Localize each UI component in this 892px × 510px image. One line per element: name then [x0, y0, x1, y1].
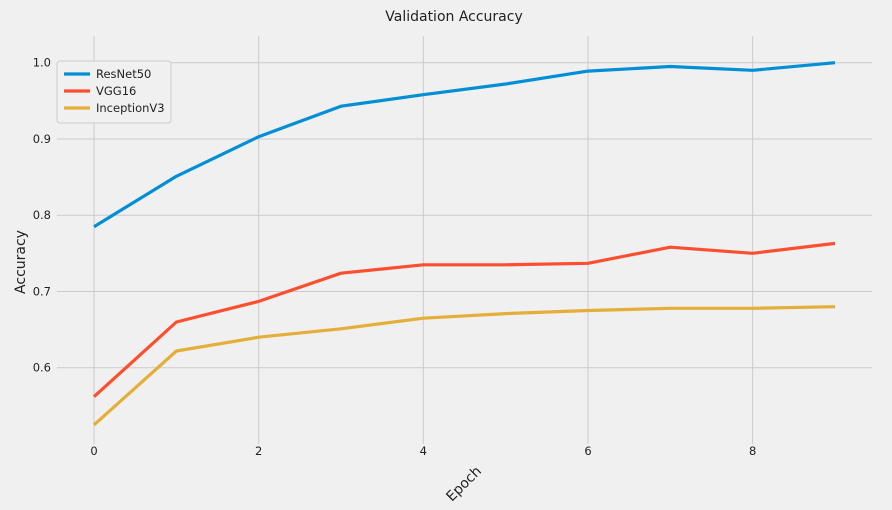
- y-tick-label: 0.6: [33, 361, 51, 375]
- legend: ResNet50 VGG16 InceptionV3: [56, 60, 172, 124]
- legend-label: InceptionV3: [96, 101, 165, 115]
- series-line-vgg16: [92, 241, 836, 398]
- series-lines: [92, 61, 836, 427]
- chart-title: Validation Accuracy: [385, 9, 523, 25]
- x-tick-label: 2: [255, 444, 262, 458]
- x-tick-label: 8: [749, 444, 756, 458]
- y-tick-label: 0.8: [33, 208, 51, 222]
- y-tick-label: 0.9: [33, 132, 51, 146]
- x-tick-label: 0: [90, 444, 97, 458]
- x-tick-label: 4: [420, 444, 427, 458]
- legend-label: VGG16: [96, 84, 136, 98]
- x-tick-label: 6: [584, 444, 591, 458]
- series-line-resnet50: [93, 61, 836, 229]
- tick-labels: 0.6 0.7 0.8 0.9 1.0 0 2 4 6 8: [33, 56, 757, 458]
- grid: [57, 36, 872, 444]
- y-tick-label: 1.0: [33, 56, 51, 70]
- y-tick-label: 0.7: [33, 284, 51, 298]
- legend-label: ResNet50: [96, 67, 151, 81]
- x-axis-title: Epoch: [443, 463, 485, 505]
- series-line-inceptionv3: [92, 305, 836, 427]
- y-axis-title: Accuracy: [13, 230, 29, 294]
